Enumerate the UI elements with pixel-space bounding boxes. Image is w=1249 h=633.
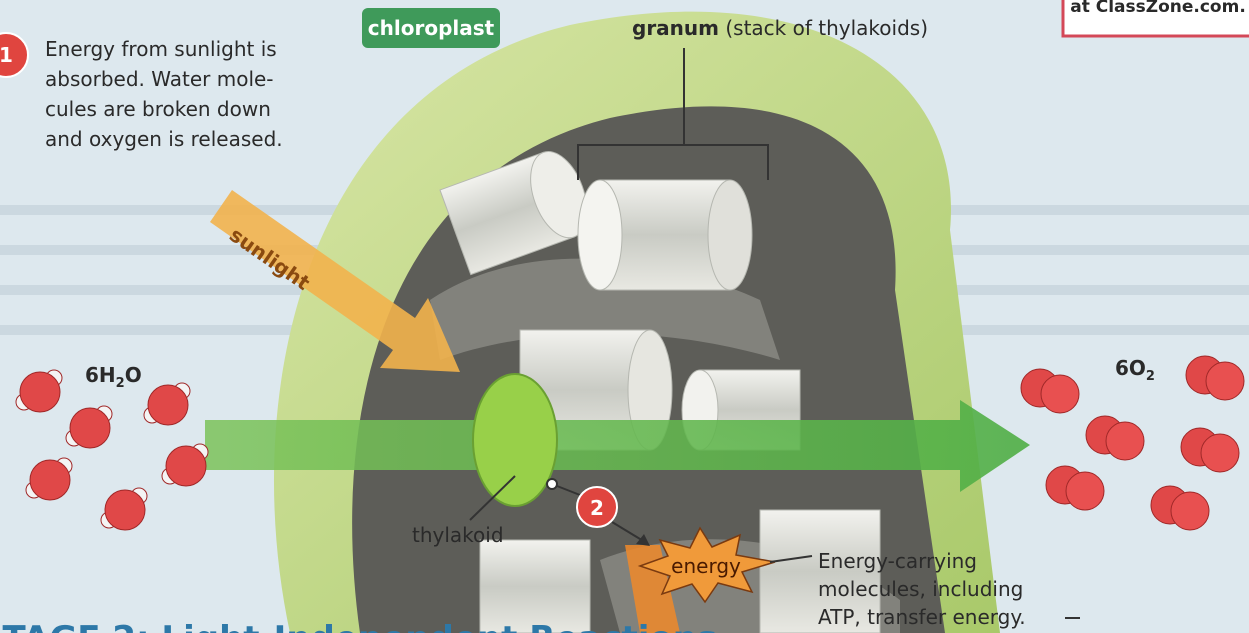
formula-part: 6H	[85, 363, 116, 387]
oxygen-atom	[20, 372, 60, 412]
granum-term: granum	[632, 16, 719, 40]
formula-part: O	[125, 363, 142, 387]
formula-subscript: 2	[1146, 369, 1155, 384]
oxygen-atom	[166, 446, 206, 486]
diagram: 1 Energy from sunlight is absorbed. Wate…	[0, 0, 1249, 633]
step-text: molecules, including	[818, 577, 1023, 601]
step-text: ATP, transfer energy.	[818, 605, 1026, 629]
oxygen-atom	[1171, 492, 1209, 530]
step-text: cules are broken down	[45, 97, 271, 121]
water-formula: 6H2O	[85, 363, 142, 391]
oxygen-atom	[105, 490, 145, 530]
oxygen-formula: 6O2	[1115, 356, 1155, 384]
oxygen-atom	[1066, 472, 1104, 510]
step-text: and oxygen is released.	[45, 127, 283, 151]
oxygen-atom	[1201, 434, 1239, 472]
formula-subscript: 2	[116, 376, 125, 391]
thylakoid-disc	[473, 374, 557, 506]
energy-label: energy	[671, 554, 741, 578]
oxygen-atom	[1206, 362, 1244, 400]
oxygen-atom	[148, 385, 188, 425]
section-heading: STAGE 2: Light-Independent Reactions	[0, 619, 717, 633]
step-number: 1	[0, 43, 13, 67]
step-number: 2	[590, 496, 604, 520]
chloroplast-label: chloroplast	[368, 16, 495, 40]
step-text: Energy from sunlight is	[45, 37, 277, 61]
formula-part: 6O	[1115, 356, 1146, 380]
granum-label: granum (stack of thylakoids)	[632, 16, 928, 40]
oxygen-atom	[70, 408, 110, 448]
step-text: Energy-carrying	[818, 549, 977, 573]
oxygen-atom	[1041, 375, 1079, 413]
page: {"step1": {"number": "1", "lines": ["Ene…	[0, 0, 1249, 633]
link-text: at ClassZone.com.	[1070, 0, 1246, 17]
granum-note: (stack of thylakoids)	[725, 16, 928, 40]
step-text: absorbed. Water mole-	[45, 67, 274, 91]
oxygen-atom	[30, 460, 70, 500]
pointer-dot	[547, 479, 557, 489]
thylakoid-label: thylakoid	[412, 523, 504, 547]
oxygen-atom	[1106, 422, 1144, 460]
